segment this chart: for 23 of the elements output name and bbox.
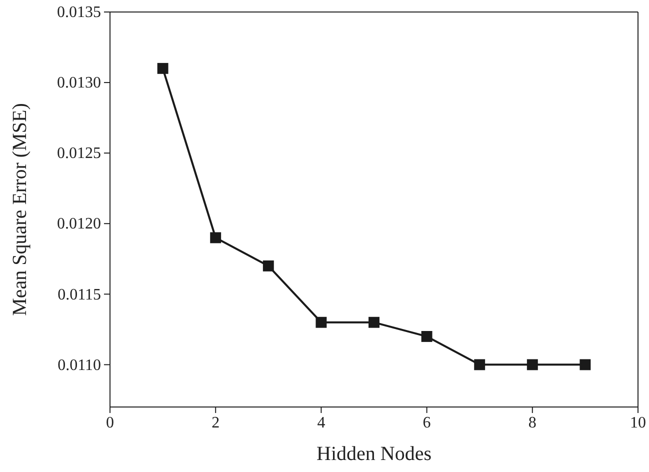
y-tick-label: 0.0120 <box>57 216 101 233</box>
y-tick-label: 0.0115 <box>58 286 101 304</box>
y-tick-label: 0.0110 <box>58 356 101 374</box>
point <box>262 260 274 272</box>
y-tick-label: 0.0130 <box>57 74 101 92</box>
point <box>526 359 538 370</box>
point <box>474 359 486 370</box>
point <box>210 232 222 244</box>
point <box>316 316 327 328</box>
x-tick-label: 0 <box>106 414 114 432</box>
x-axis-title: Hidden Nodes <box>316 443 432 465</box>
point <box>421 330 432 342</box>
y-tick-label: 0.0135 <box>57 4 101 22</box>
x-tick-label: 4 <box>317 414 326 432</box>
x-tick-label: 6 <box>422 414 431 432</box>
x-tick-label: 8 <box>528 414 536 432</box>
point <box>580 359 591 370</box>
point <box>157 62 168 74</box>
y-axis-title: Mean Square Error (MSE) <box>9 103 31 316</box>
x-tick-label: 2 <box>212 414 220 432</box>
y-tick-label: 0.0125 <box>57 145 101 162</box>
point <box>368 316 380 328</box>
x-tick-label: 10 <box>630 414 646 432</box>
